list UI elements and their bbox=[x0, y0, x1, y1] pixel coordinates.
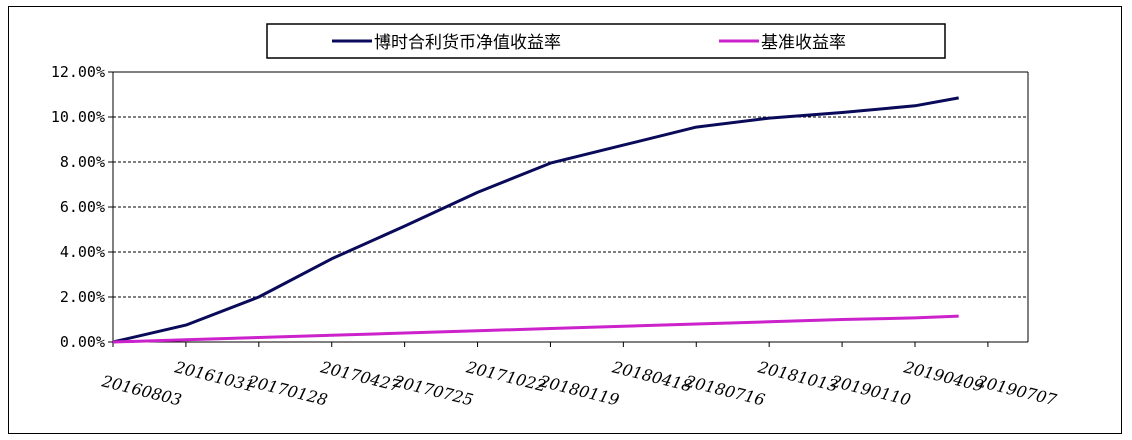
series-lines bbox=[112, 96, 959, 344]
series-line-0 bbox=[112, 96, 959, 344]
y-tick-label: 6.00% bbox=[60, 198, 105, 216]
x-axis: 2016080320161031201701282017042720170725… bbox=[99, 341, 1059, 410]
y-tick-label: 12.00% bbox=[51, 63, 105, 81]
x-tick-label: 20180418 bbox=[609, 357, 694, 395]
y-tick-label: 8.00% bbox=[60, 153, 105, 171]
legend-box bbox=[266, 23, 946, 59]
y-tick-label: 4.00% bbox=[60, 243, 105, 261]
x-tick-label: 20170725 bbox=[391, 371, 476, 409]
x-tick-label: 20161031 bbox=[172, 357, 257, 395]
x-tick-label: 20190110 bbox=[828, 371, 913, 409]
x-tick-label: 20160803 bbox=[99, 371, 184, 409]
x-tick-label: 20170128 bbox=[245, 371, 330, 409]
y-axis: 0.00% 2.00% 4.00% 6.00% 8.00% 10.00% 12.00% bbox=[51, 63, 1029, 351]
y-tick-label: 2.00% bbox=[60, 288, 105, 306]
x-tick-label: 20190707 bbox=[974, 371, 1059, 410]
x-tick-label: 20170427 bbox=[318, 357, 403, 396]
y-tick-label: 10.00% bbox=[51, 108, 105, 126]
legend-label-0: 博时合利货币净值收益率 bbox=[374, 33, 561, 53]
series-line-1 bbox=[112, 314, 959, 344]
legend: 博时合利货币净值收益率 基准收益率 bbox=[266, 23, 946, 59]
x-tick-label: 20180716 bbox=[682, 371, 767, 409]
legend-label-1: 基准收益率 bbox=[761, 33, 846, 53]
x-tick-label: 20171022 bbox=[464, 357, 549, 395]
x-tick-label: 20181013 bbox=[755, 357, 840, 395]
x-tick-label: 20190409 bbox=[901, 357, 986, 395]
y-tick-label: 0.00% bbox=[60, 333, 105, 351]
x-tick-label: 20180119 bbox=[537, 371, 622, 409]
